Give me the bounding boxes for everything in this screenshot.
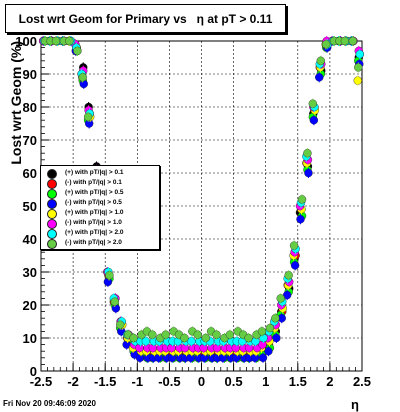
data-point xyxy=(110,296,120,307)
data-point xyxy=(315,72,324,83)
x-tick-label: -0.5 xyxy=(158,374,180,389)
data-point xyxy=(251,336,260,347)
x-tick-label: -1.5 xyxy=(94,374,116,389)
data-point xyxy=(296,214,305,225)
legend-entry: (-) with pT/|q| > 2.0 xyxy=(41,238,159,249)
data-point xyxy=(193,329,202,340)
y-axis-label: Lost wrt Geom (%) xyxy=(8,41,24,165)
x-tick-label: 0.5 xyxy=(225,374,243,389)
data-point xyxy=(201,333,210,343)
data-point xyxy=(51,36,61,46)
data-point xyxy=(258,352,268,363)
data-point xyxy=(65,36,74,46)
data-point xyxy=(289,240,299,251)
data-point xyxy=(304,168,313,178)
chart-title: Lost wrt Geom for Primary vs η at pT > 0… xyxy=(18,11,273,26)
data-point xyxy=(303,148,312,159)
y-tick-label: 50 xyxy=(23,199,37,214)
data-point xyxy=(161,329,170,340)
data-point xyxy=(277,313,286,324)
y-tick-label: 100 xyxy=(15,34,37,49)
data-point xyxy=(78,72,87,83)
data-point xyxy=(290,260,300,271)
data-point xyxy=(257,326,267,337)
data-point xyxy=(265,323,275,334)
legend-entry: (-) with pT/|q| > 1.0 xyxy=(41,218,159,229)
legend-label: (+) with pT/|q| > 2.0 xyxy=(65,229,124,236)
data-point xyxy=(321,39,331,50)
x-tick-label: -2.5 xyxy=(30,374,52,389)
x-tick-label: 1.5 xyxy=(289,374,307,389)
data-point xyxy=(276,293,285,304)
legend-label: (+) with pT/|q| > 0.5 xyxy=(65,189,124,196)
data-point xyxy=(264,346,273,357)
data-point xyxy=(148,329,157,340)
data-point xyxy=(225,329,235,340)
data-point xyxy=(282,290,292,301)
data-point xyxy=(129,333,138,343)
legend-marker xyxy=(47,209,57,219)
legend-label: (-) with pT/|q| > 0.1 xyxy=(65,179,122,186)
legend-marker xyxy=(47,169,57,179)
legend-marker xyxy=(47,219,57,229)
data-point xyxy=(340,36,350,46)
data-point xyxy=(244,333,253,343)
data-point xyxy=(258,339,267,350)
x-tick-label: 1 xyxy=(262,374,269,389)
data-point xyxy=(348,36,358,46)
legend-label: (-) with pT/|q| > 2.0 xyxy=(65,239,122,246)
data-point xyxy=(353,75,362,86)
y-tick-label: 30 xyxy=(23,265,37,280)
legend-label: (+) with pT/|q| > 1.0 xyxy=(65,209,124,216)
y-tick-label: 60 xyxy=(23,166,37,181)
x-tick-label: 2 xyxy=(326,374,333,389)
y-tick-label: 70 xyxy=(23,133,37,148)
data-point xyxy=(105,270,114,281)
legend-label: (+) with pT/|q| > 0.1 xyxy=(65,169,124,176)
legend-marker xyxy=(47,179,57,189)
x-axis-label: η xyxy=(351,397,359,412)
data-point xyxy=(354,62,363,73)
timestamp: Fri Nov 20 09:46:09 2020 xyxy=(3,399,96,408)
legend-entry: (+) with pT/|q| > 0.1 xyxy=(41,168,159,179)
x-tick-label: -2 xyxy=(67,374,79,389)
data-point xyxy=(271,313,280,324)
data-point xyxy=(173,336,183,347)
y-tick-label: 0 xyxy=(30,364,37,379)
data-point xyxy=(297,194,307,205)
data-point xyxy=(308,98,318,109)
legend-entry: (-) with pT/|q| > 0.5 xyxy=(41,198,159,209)
data-point xyxy=(83,111,93,122)
data-point xyxy=(180,333,189,343)
data-point xyxy=(212,329,221,340)
legend-label: (-) with pT/|q| > 1.0 xyxy=(65,219,122,226)
y-tick-label: 40 xyxy=(23,232,37,247)
legend-entry: (+) with pT/|q| > 2.0 xyxy=(41,228,159,239)
y-tick-label: 10 xyxy=(23,331,37,346)
y-tick-label: 20 xyxy=(23,298,37,313)
legend-entry: (+) with pT/|q| > 1.0 xyxy=(41,208,159,219)
chart-title-box: Lost wrt Geom for Primary vs η at pT > 0… xyxy=(5,4,286,33)
data-point xyxy=(316,55,325,66)
legend-entry: (-) with pT/|q| > 0.1 xyxy=(41,178,159,189)
x-tick-label: -1 xyxy=(132,374,144,389)
legend-label: (-) with pT/|q| > 0.5 xyxy=(65,199,122,206)
data-point xyxy=(284,270,293,281)
legend-marker xyxy=(47,199,57,209)
y-tick-label: 80 xyxy=(23,100,37,115)
legend: (+) with pT/|q| > 0.1 (-) with pT/|q| > 0… xyxy=(40,165,160,250)
legend-entry: (+) with pT/|q| > 0.5 xyxy=(41,188,159,199)
legend-marker xyxy=(47,239,57,249)
x-tick-label: 2.5 xyxy=(353,374,371,389)
data-point xyxy=(73,45,82,56)
legend-marker xyxy=(47,189,57,199)
legend-marker xyxy=(47,229,57,239)
data-point xyxy=(116,319,125,330)
data-point xyxy=(141,336,151,347)
y-tick-label: 90 xyxy=(23,67,37,82)
data-point xyxy=(272,333,281,343)
data-point xyxy=(309,115,319,126)
x-tick-label: 0 xyxy=(198,374,205,389)
data-point xyxy=(355,49,365,60)
